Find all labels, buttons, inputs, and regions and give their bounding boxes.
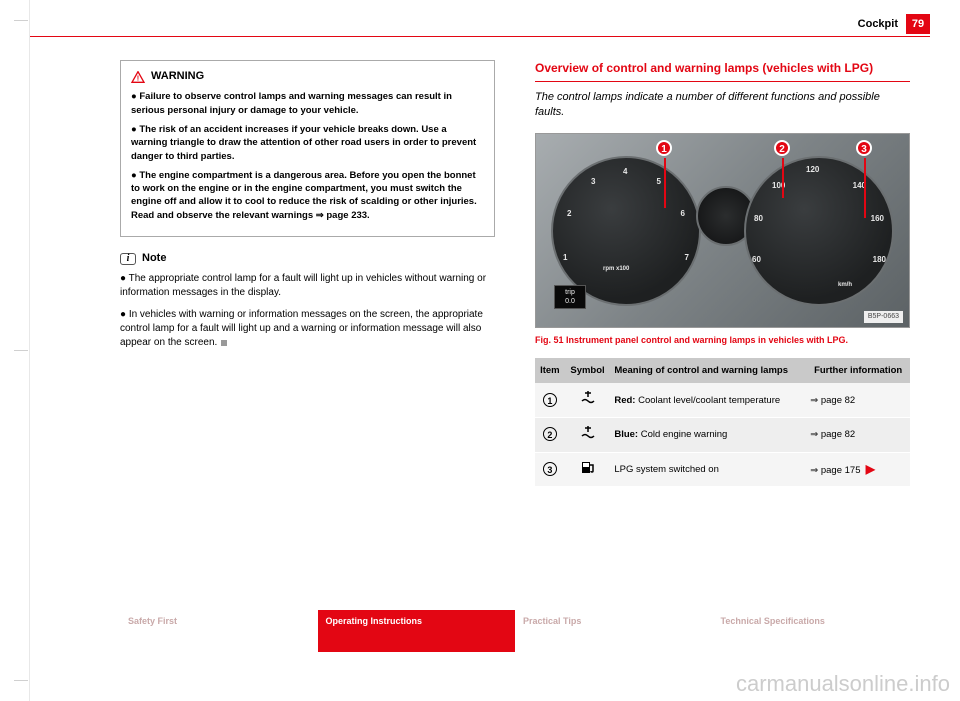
gauge-tick: 7	[685, 252, 689, 263]
gauge-tick: 120	[806, 164, 819, 175]
figure-marker-2: 2	[774, 140, 790, 156]
warning-heading: ! WARNING	[131, 69, 484, 84]
meaning-prefix: Red:	[614, 395, 635, 406]
binding-edge	[0, 0, 30, 701]
footer-tab-technical[interactable]: Technical Specifications	[713, 610, 911, 652]
section-end-mark	[221, 340, 227, 346]
figure-marker-line	[782, 158, 784, 198]
footer-tab-operating[interactable]: Operating Instructions	[318, 610, 516, 652]
item-number: 1	[543, 393, 557, 407]
gauge-tick: 6	[681, 208, 685, 219]
table-cell-meaning: LPG system switched on	[610, 452, 806, 487]
gauge-tick: 4	[623, 166, 627, 177]
figure-caption: Fig. 51 Instrument panel control and war…	[535, 334, 910, 347]
gauge-tick: 60	[752, 254, 761, 265]
note-item-text: ● In vehicles with warning or informatio…	[120, 309, 483, 348]
warning-lamps-table: Item Symbol Meaning of control and warni…	[535, 358, 910, 487]
warning-triangle-icon: !	[131, 71, 145, 83]
fuel-pump-icon	[565, 452, 611, 487]
trip-label: trip	[555, 288, 585, 298]
table-cell-meaning: Blue: Cold engine warning	[610, 418, 806, 453]
table-row: 1 Red: Coolant level/coolant temperature…	[535, 383, 910, 417]
warning-item: ● The engine compartment is a dangerous …	[131, 169, 484, 222]
table-row: 2 Blue: Cold engine warning ⇒ page 82	[535, 418, 910, 453]
note-heading: i Note	[120, 251, 495, 266]
gauge-tick: 80	[754, 213, 763, 224]
gauge-unit: rpm x100	[603, 265, 629, 273]
figure-marker-1: 1	[656, 140, 672, 156]
meaning-text: LPG system switched on	[614, 464, 719, 475]
gauge-tick: 5	[657, 176, 661, 187]
table-header-row: Item Symbol Meaning of control and warni…	[535, 358, 910, 383]
speedometer-gauge: 60 80 100 120 140 160 180 km/h	[744, 156, 894, 306]
trip-display: trip 0.0	[554, 285, 586, 309]
warning-item: ● Failure to observe control lamps and w…	[131, 90, 484, 117]
warning-item: ● The risk of an accident increases if y…	[131, 123, 484, 163]
coolant-icon	[565, 383, 611, 417]
meaning-text: Coolant level/coolant temperature	[635, 395, 780, 406]
gauge-tick: 180	[873, 254, 886, 265]
gauge-tick: 2	[567, 208, 571, 219]
right-column: Overview of control and warning lamps (v…	[535, 60, 910, 600]
header-rule	[30, 36, 930, 37]
table-cell-ref: ⇒ page 82	[806, 383, 910, 417]
gauge-unit: km/h	[838, 281, 852, 289]
table-header: Further information	[806, 358, 910, 383]
gauge-tick: 3	[591, 176, 595, 187]
table-header: Meaning of control and warning lamps	[610, 358, 806, 383]
trip-value: 0.0	[555, 297, 585, 307]
figure-marker-line	[864, 158, 866, 218]
table-cell-ref: ⇒ page 82	[806, 418, 910, 453]
instrument-panel-figure: 1 2 3 1 2 3 4 5 6 7 rpm x100 6	[535, 133, 910, 328]
gauge-tick: 1	[563, 252, 567, 263]
note-heading-text: Note	[142, 251, 166, 266]
meaning-text: Cold engine warning	[638, 429, 727, 440]
tachometer-gauge: 1 2 3 4 5 6 7 rpm x100	[551, 156, 701, 306]
footer-tabs: Safety First Operating Instructions Prac…	[120, 610, 910, 652]
item-number: 2	[543, 427, 557, 441]
ref-text: ⇒ page 175	[810, 465, 860, 476]
table-cell-ref: ⇒ page 175 ▶	[806, 452, 910, 487]
meaning-prefix: Blue:	[614, 429, 638, 440]
footer-tab-practical[interactable]: Practical Tips	[515, 610, 713, 652]
warning-heading-text: WARNING	[151, 69, 204, 84]
table-header: Item	[535, 358, 565, 383]
figure-code: B5P-0663	[864, 311, 903, 323]
table-cell-meaning: Red: Coolant level/coolant temperature	[610, 383, 806, 417]
figure-marker-3: 3	[856, 140, 872, 156]
item-number: 3	[543, 462, 557, 476]
page: Cockpit 79 ! WARNING ● Failure to observ…	[30, 0, 930, 660]
note-item: ● The appropriate control lamp for a fau…	[120, 272, 495, 300]
section-title: Overview of control and warning lamps (v…	[535, 60, 910, 82]
content-columns: ! WARNING ● Failure to observe control l…	[120, 60, 910, 600]
figure-marker-line	[664, 158, 666, 208]
header-section-label: Cockpit	[858, 18, 898, 30]
note-item: ● In vehicles with warning or informatio…	[120, 308, 495, 350]
table-header: Symbol	[565, 358, 611, 383]
svg-text:!: !	[137, 73, 139, 82]
gauge-tick: 160	[871, 213, 884, 224]
footer-tab-safety[interactable]: Safety First	[120, 610, 318, 652]
page-number: 79	[906, 14, 930, 34]
left-column: ! WARNING ● Failure to observe control l…	[120, 60, 495, 600]
watermark: carmanualsonline.info	[736, 671, 950, 697]
table-row: 3 LPG system switched on ⇒ page 175 ▶	[535, 452, 910, 487]
coolant-icon	[565, 418, 611, 453]
section-subtitle: The control lamps indicate a number of d…	[535, 90, 910, 121]
continue-arrow-icon: ▶	[866, 462, 875, 476]
info-icon: i	[120, 253, 136, 265]
warning-box: ! WARNING ● Failure to observe control l…	[120, 60, 495, 237]
